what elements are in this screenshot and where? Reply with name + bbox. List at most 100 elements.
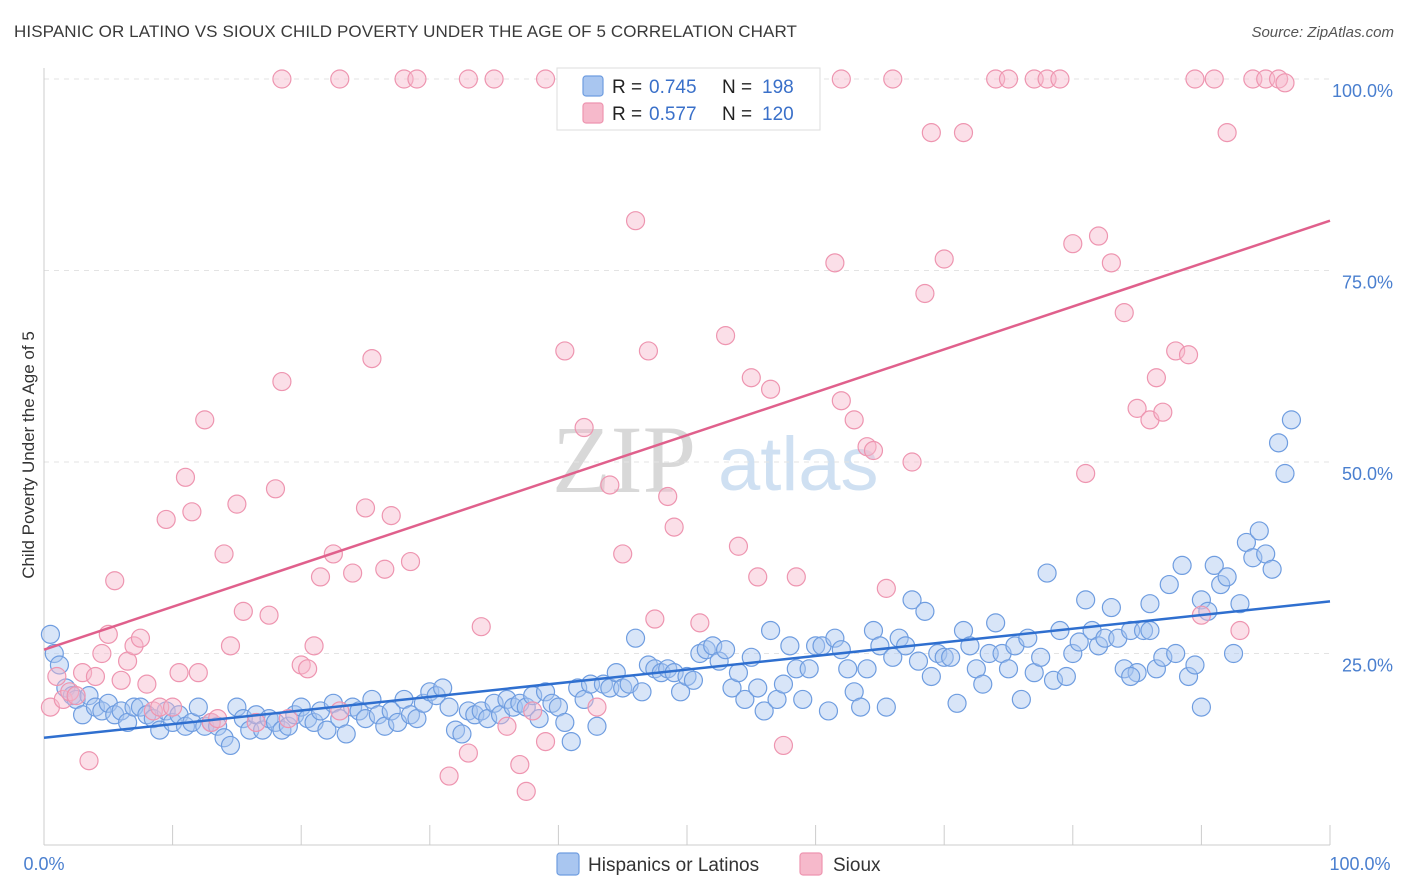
hispanic-point-113 (760, 620, 781, 641)
legend-swatch-blue (582, 75, 604, 97)
hispanic-point-128 (857, 659, 877, 679)
hispanic-point-124 (831, 640, 851, 660)
hispanic-point-173 (1146, 659, 1166, 679)
y-tick-label-25: 25.0% (1342, 656, 1393, 676)
sioux-point-69 (728, 536, 749, 556)
hispanic-point-188 (1243, 548, 1263, 568)
sioux-point-11 (111, 670, 131, 690)
sioux-point-13 (124, 636, 144, 656)
sioux-point-15 (137, 674, 157, 694)
hispanic-point-152 (1011, 689, 1031, 710)
hispanic-point-182 (1204, 555, 1224, 576)
hispanic-point-86 (587, 716, 607, 736)
sioux-trend-line (43, 219, 1331, 651)
sioux-point-93 (1088, 226, 1109, 246)
sioux-point-54 (523, 701, 543, 721)
hispanic-point-184 (1217, 567, 1237, 587)
hispanic-point-142 (947, 693, 967, 713)
hispanic-point-174 (1153, 647, 1173, 667)
sioux-point-28 (220, 636, 241, 656)
sioux-point-55 (535, 731, 556, 752)
hispanic-point-81 (555, 712, 575, 733)
sioux-point-27 (214, 544, 234, 564)
y-tick-label-50: 50.0% (1342, 464, 1393, 484)
sioux-point-5 (72, 663, 93, 683)
data-points (40, 69, 1302, 801)
hispanic-point-176 (1166, 643, 1186, 664)
hispanic-point-155 (1031, 647, 1051, 667)
source-label: Source: ZipAtlas.com (1251, 24, 1394, 41)
hispanic-point-194 (1281, 410, 1302, 430)
hispanic-point-49 (349, 701, 369, 721)
sioux-point-30 (233, 601, 253, 621)
legend-n-label-1: N = (722, 77, 752, 98)
hispanic-point-180 (1191, 590, 1212, 610)
sioux-point-4 (66, 686, 86, 706)
sioux-point-65 (664, 517, 684, 537)
hispanic-point-115 (773, 674, 794, 694)
hispanic-point-108 (728, 663, 749, 683)
sioux-point-113 (407, 69, 427, 89)
sioux-point-99 (1153, 402, 1173, 422)
hispanic-point-157 (1043, 670, 1064, 690)
sioux-point-73 (773, 735, 794, 756)
hispanic-point-186 (1230, 594, 1250, 614)
sioux-point-44 (362, 348, 382, 369)
hispanic-point-77 (529, 709, 549, 729)
sioux-point-68 (715, 326, 736, 346)
sioux-point-91 (1063, 234, 1083, 254)
sioux-point-60 (613, 544, 633, 564)
hispanic-point-195 (1140, 620, 1160, 641)
sioux-point-92 (1076, 463, 1096, 484)
hispanic-point-183 (1211, 574, 1231, 595)
sioux-point-58 (587, 697, 607, 717)
hispanic-point-83 (568, 678, 588, 698)
hispanic-point-160 (1063, 643, 1083, 664)
hispanic-point-140 (934, 647, 954, 667)
sioux-point-82 (915, 283, 935, 304)
hispanic-point-191 (1262, 559, 1282, 579)
sioux-point-32 (259, 605, 279, 625)
sioux-point-74 (786, 567, 806, 587)
hispanic-point-144 (960, 636, 980, 656)
sioux-point-81 (902, 452, 922, 472)
sioux-point-87 (998, 69, 1019, 89)
sioux-point-76 (831, 391, 851, 411)
sioux-point-85 (953, 123, 974, 143)
hispanic-point-123 (825, 628, 845, 648)
sioux-point-53 (516, 781, 536, 801)
sioux-point-90 (1050, 69, 1070, 89)
hispanic-point-125 (838, 659, 858, 679)
sioux-point-105 (1230, 620, 1250, 641)
hispanic-point-193 (1275, 463, 1295, 484)
y-tick-label-75: 75.0% (1342, 273, 1393, 293)
hispanic-point-2 (49, 655, 70, 675)
sioux-point-35 (278, 709, 298, 729)
sioux-point-83 (921, 123, 941, 143)
legend-sioux-label: Sioux (833, 855, 881, 876)
hispanic-point-62 (433, 678, 453, 698)
hispanic-point-136 (908, 651, 929, 671)
sioux-point-77 (844, 410, 864, 430)
sioux-point-38 (304, 636, 324, 656)
hispanic-point-12 (111, 701, 131, 721)
sioux-point-100 (1166, 341, 1186, 361)
sioux-point-7 (85, 666, 106, 687)
y-tick-label-100: 100.0% (1332, 81, 1393, 101)
sioux-point-80 (876, 578, 896, 598)
hispanic-point-0 (40, 624, 61, 644)
sioux-point-110 (272, 69, 292, 89)
hispanic-point-119 (799, 659, 819, 679)
y-axis-label: Child Poverty Under the Age of 5 (19, 331, 38, 579)
hispanic-point-72 (497, 689, 517, 710)
hispanic-point-38 (278, 716, 298, 736)
hispanic-point-29 (220, 735, 241, 756)
trend-lines (43, 219, 1331, 740)
gridlines (44, 78, 1330, 654)
hispanic-point-70 (484, 693, 504, 713)
chart-title: HISPANIC OR LATINO VS SIOUX CHILD POVERT… (14, 22, 798, 41)
sioux-point-70 (741, 368, 761, 388)
stats-legend: R = 0.745 N = 198 R = 0.577 N = 120 (556, 67, 821, 131)
sioux-point-104 (1217, 123, 1237, 143)
sioux-point-31 (246, 712, 266, 733)
